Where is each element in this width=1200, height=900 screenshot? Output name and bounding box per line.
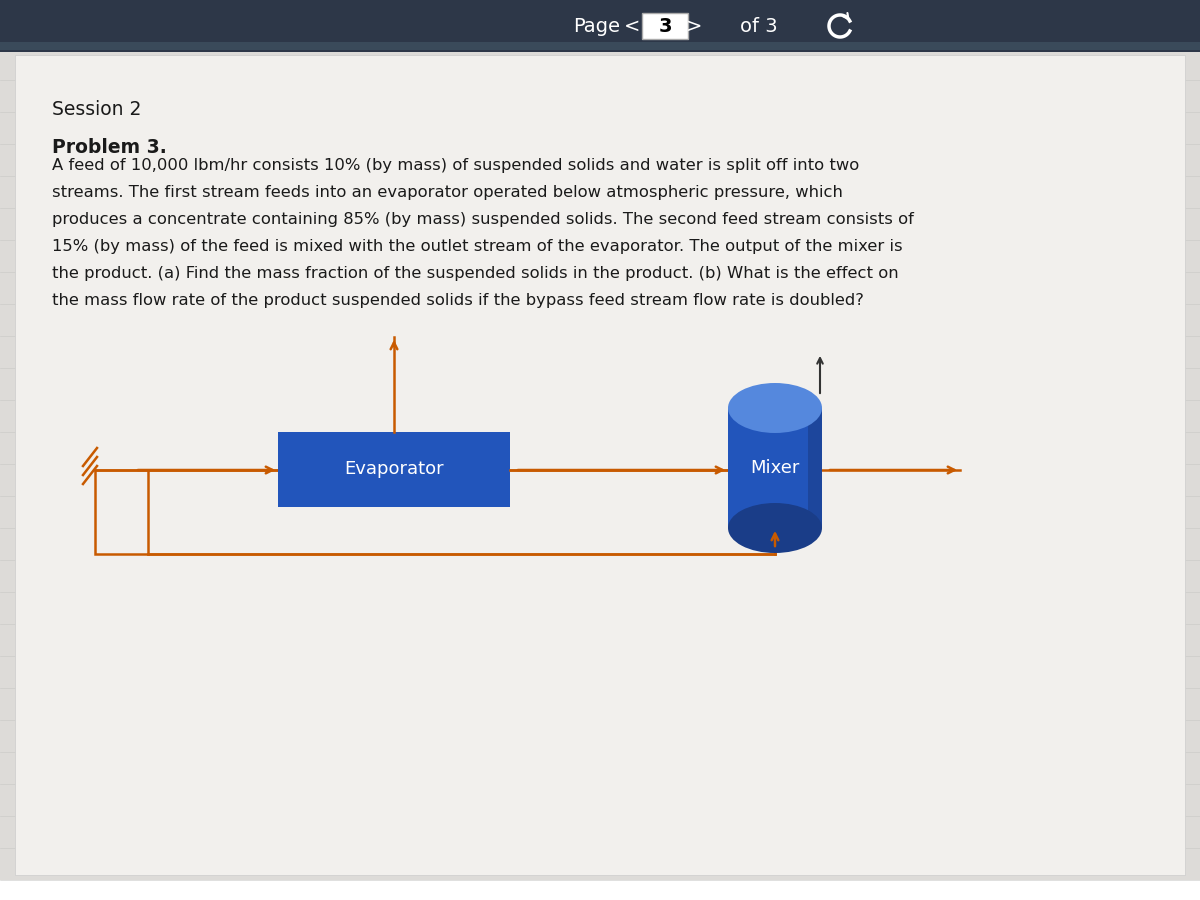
Bar [278,432,510,507]
Text: of 3: of 3 [740,16,778,35]
Bar [728,408,822,528]
Text: the mass flow rate of the product suspended solids if the bypass feed stream flo: the mass flow rate of the product suspen… [52,293,864,308]
FancyBboxPatch shape [642,13,688,39]
Text: Page: Page [574,16,620,35]
Text: Mixer: Mixer [750,459,799,477]
Text: >: > [686,16,702,35]
Text: A feed of 10,000 lbm/hr consists 10% (by mass) of suspended solids and water is : A feed of 10,000 lbm/hr consists 10% (by… [52,158,859,173]
Text: Evaporator: Evaporator [344,461,444,479]
Bar [0,42,1200,50]
Text: 3: 3 [659,16,672,35]
Text: Session 2: Session 2 [52,100,142,119]
Text: produces a concentrate containing 85% (by mass) suspended solids. The second fee: produces a concentrate containing 85% (b… [52,212,914,227]
Ellipse shape [728,383,822,433]
Bar [0,0,1200,52]
Bar [808,408,822,528]
Text: streams. The first stream feeds into an evaporator operated below atmospheric pr: streams. The first stream feeds into an … [52,185,842,200]
Text: the product. (a) Find the mass fraction of the suspended solids in the product. : the product. (a) Find the mass fraction … [52,266,899,281]
Ellipse shape [728,503,822,553]
Bar [95,470,775,554]
Text: <: < [624,16,640,35]
Text: 15% (by mass) of the feed is mixed with the outlet stream of the evaporator. The: 15% (by mass) of the feed is mixed with … [52,239,902,254]
Text: Problem 3.: Problem 3. [52,138,167,157]
